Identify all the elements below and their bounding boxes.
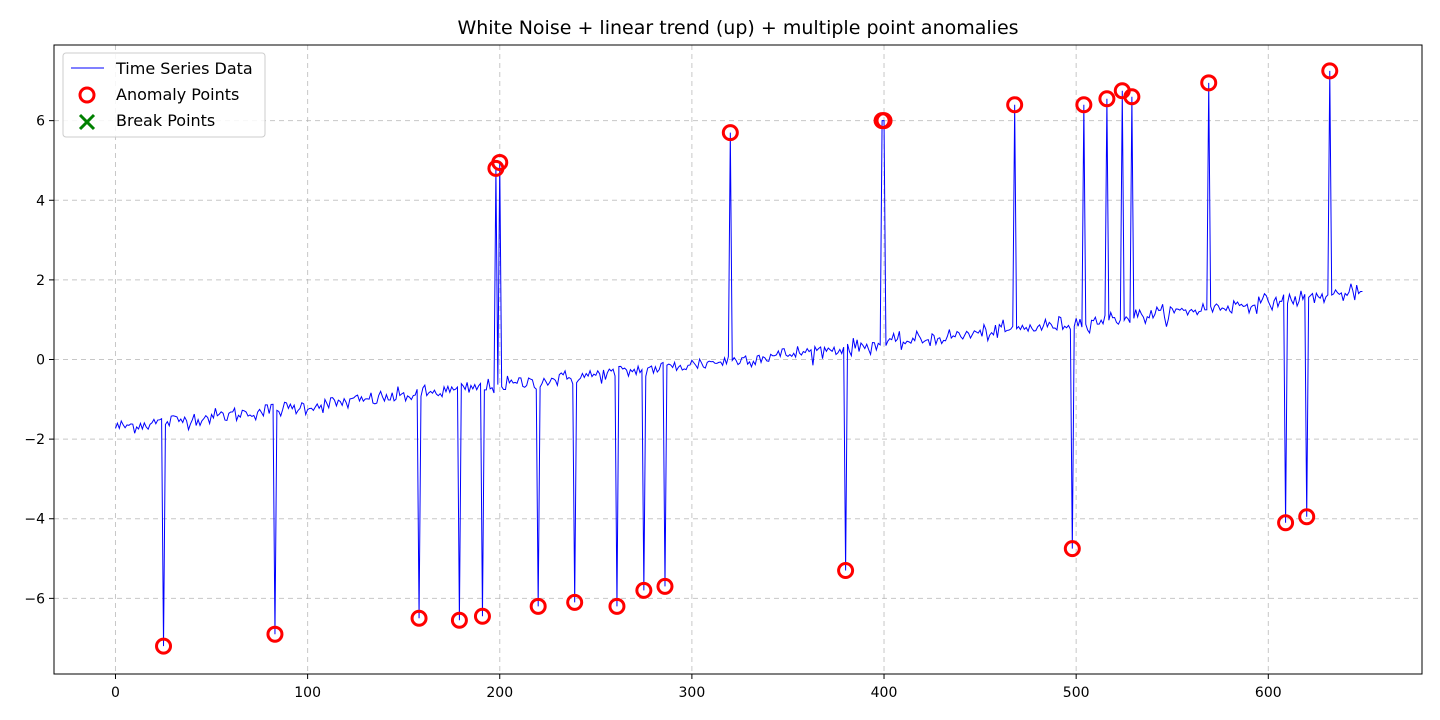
legend-circle-swatch <box>78 86 96 104</box>
y-tick-label: 2 <box>36 273 45 289</box>
anomaly-point <box>266 625 284 643</box>
x-tick-label: 400 <box>871 685 898 701</box>
chart-title: White Noise + linear trend (up) + multip… <box>457 17 1018 39</box>
y-tick-label: −2 <box>24 432 45 448</box>
grid <box>54 45 1422 674</box>
anomaly-point <box>1075 96 1093 114</box>
anomaly-point <box>1298 508 1316 526</box>
anomaly-point <box>566 593 584 611</box>
legend-label-series: Time Series Data <box>115 59 253 78</box>
y-tick-label: −4 <box>24 512 45 528</box>
x-tick-label: 500 <box>1063 685 1090 701</box>
anomaly-point <box>1277 514 1295 532</box>
anomaly-point <box>635 581 653 599</box>
y-tick-label: 0 <box>36 353 45 369</box>
y-tick-label: 6 <box>36 114 45 130</box>
anomaly-point <box>875 112 893 130</box>
anomaly-point <box>1321 62 1339 80</box>
series-layer <box>115 70 1363 647</box>
anomaly-point <box>1200 74 1218 92</box>
anomaly-point <box>608 597 626 615</box>
anomaly-point <box>1098 90 1116 108</box>
anomaly-point <box>721 124 739 142</box>
anomaly-point <box>656 577 674 595</box>
x-tick-label: 200 <box>486 685 513 701</box>
anomaly-point <box>1123 88 1141 106</box>
anomaly-point <box>473 607 491 625</box>
anomaly-point <box>529 597 547 615</box>
anomaly-point <box>450 611 468 629</box>
x-tick-label: 600 <box>1255 685 1282 701</box>
x-tick-label: 100 <box>294 685 321 701</box>
anomaly-point <box>1006 96 1024 114</box>
legend: Time Series Data Anomaly Points Break Po… <box>62 52 266 138</box>
anomaly-point <box>837 561 855 579</box>
y-tick-label: 4 <box>36 193 45 209</box>
legend-box <box>62 52 266 138</box>
legend-label-breaks: Break Points <box>116 111 215 130</box>
legend-label-anomalies: Anomaly Points <box>116 85 239 104</box>
anomaly-point <box>491 153 509 171</box>
anomaly-layer <box>155 62 1339 655</box>
series-line <box>115 70 1363 647</box>
legend-x-swatch <box>78 113 96 131</box>
y-axis-ticks: −6 −4 −2 0 2 4 6 <box>24 114 54 607</box>
x-tick-label: 0 <box>111 685 120 701</box>
x-tick-label: 300 <box>679 685 706 701</box>
anomaly-point <box>155 637 173 655</box>
y-tick-label: −6 <box>24 591 45 607</box>
x-axis-ticks: 0 100 200 300 400 500 600 <box>111 674 1282 701</box>
anomaly-point <box>1063 540 1081 558</box>
anomaly-point <box>410 609 428 627</box>
